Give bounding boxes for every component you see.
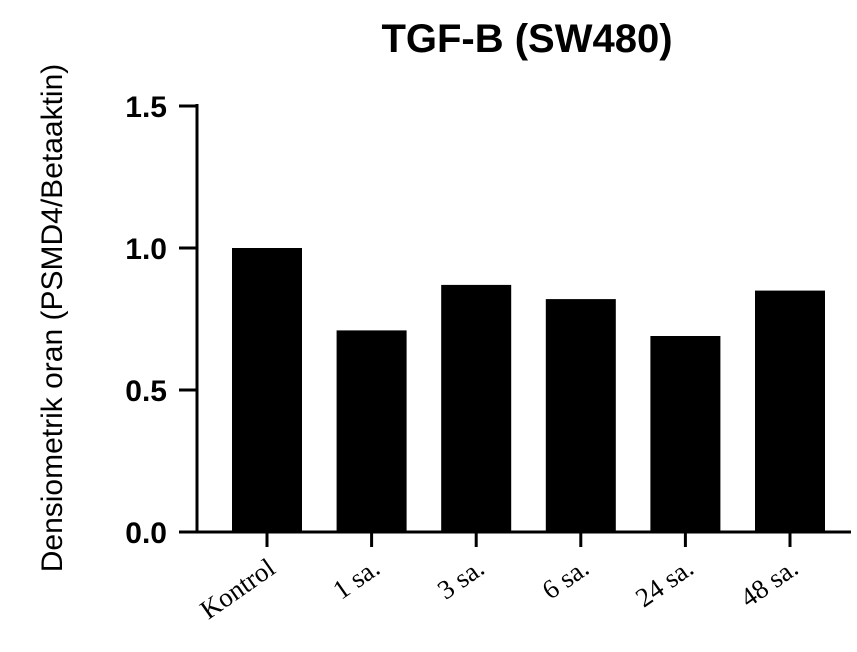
bar-2 [441,284,512,532]
y-axis-label: Densiometrik oran (PSMD4/Betaaktin) [36,64,69,573]
bar-4 [650,336,721,532]
y-tick-label: 1.5 [125,91,167,124]
chart-title: TGF-B (SW480) [381,17,672,61]
bar-3 [545,299,616,532]
x-tick-label: 1 sa. [327,552,385,605]
x-tick-label: 24 sa. [630,552,699,613]
x-tick-label: 48 sa. [735,552,804,613]
y-ticks-group: 0.0 0.5 1.0 1.5 [125,91,197,550]
x-tick-label: 6 sa. [536,552,594,605]
x-tick-label: 3 sa. [432,552,490,605]
x-tick-label: Kontrol [194,552,280,625]
bars-group [232,248,825,532]
y-tick-label: 1.0 [125,233,167,266]
y-tick-label: 0.0 [125,517,167,550]
bar-5 [755,290,825,532]
y-tick-label: 0.5 [125,375,167,408]
bar-0 [232,248,302,532]
bar-1 [336,330,407,532]
x-ticks-group: Kontrol 1 sa. 3 sa. 6 sa. 24 sa. 48 sa. [194,532,803,625]
axes-group [195,104,851,534]
